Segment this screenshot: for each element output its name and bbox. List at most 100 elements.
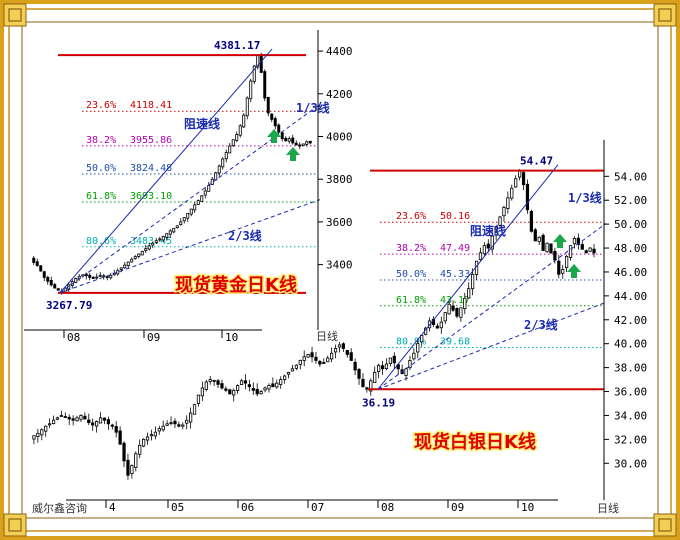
candle bbox=[224, 149, 228, 163]
fib-pct-label: 23.6% bbox=[396, 211, 426, 222]
candle-body bbox=[207, 185, 211, 192]
candle-body bbox=[140, 250, 144, 256]
candle-body bbox=[455, 308, 459, 317]
candle-body bbox=[308, 140, 312, 144]
candle-body bbox=[471, 273, 475, 290]
silver-low-label: 36.19 bbox=[362, 396, 395, 409]
gold-resistance-label: 阻速线 bbox=[184, 116, 220, 131]
candle-body bbox=[514, 178, 518, 188]
candle-body bbox=[380, 365, 385, 370]
candle bbox=[408, 355, 412, 371]
candle bbox=[39, 264, 43, 272]
candle bbox=[95, 273, 99, 280]
candle-body bbox=[294, 142, 298, 146]
candle-body bbox=[51, 419, 56, 424]
fib-pct-label: 80.9% bbox=[396, 337, 426, 348]
candle-body bbox=[392, 355, 396, 364]
candle-body bbox=[95, 276, 99, 279]
candle bbox=[247, 379, 251, 392]
candle-body bbox=[79, 415, 83, 420]
x-tick-label: 10 bbox=[225, 331, 238, 344]
candle bbox=[259, 389, 263, 395]
candle bbox=[154, 237, 158, 244]
candle bbox=[549, 243, 553, 255]
candle-body bbox=[290, 368, 295, 372]
candle-body bbox=[537, 236, 541, 242]
candle-body bbox=[185, 419, 189, 424]
candle-body bbox=[182, 217, 186, 222]
candle bbox=[565, 254, 569, 273]
candle bbox=[290, 364, 295, 372]
candle-body bbox=[557, 260, 561, 275]
up-arrow-icon bbox=[286, 147, 300, 161]
candle bbox=[175, 225, 179, 229]
candle bbox=[53, 282, 57, 289]
y-tick-label: 44.00 bbox=[614, 290, 647, 303]
silver-axis-unit-label: 日线 bbox=[597, 501, 619, 515]
candle-body bbox=[369, 380, 373, 392]
candle bbox=[236, 384, 240, 394]
candle bbox=[220, 379, 224, 390]
fib-value-label: 4118.41 bbox=[130, 100, 172, 111]
candle-body bbox=[165, 423, 169, 426]
candle bbox=[463, 292, 467, 315]
candle-body bbox=[242, 114, 246, 128]
candle bbox=[35, 258, 39, 267]
candle bbox=[349, 348, 353, 362]
candle bbox=[185, 415, 189, 430]
candle-body bbox=[130, 465, 134, 474]
candle bbox=[228, 388, 232, 395]
candle-body bbox=[302, 356, 306, 361]
candle-body bbox=[91, 422, 95, 426]
candle-body bbox=[224, 152, 228, 160]
fib-value-label: 3824.48 bbox=[130, 163, 172, 174]
candle-body bbox=[333, 348, 338, 353]
candle bbox=[228, 142, 232, 154]
candle-body bbox=[298, 360, 302, 365]
y-tick-label: 4000 bbox=[326, 130, 353, 143]
candle-body bbox=[35, 261, 39, 267]
candle bbox=[189, 407, 193, 429]
candle-body bbox=[439, 321, 443, 329]
candle-body bbox=[40, 429, 44, 436]
candle bbox=[126, 453, 130, 480]
candle bbox=[122, 441, 126, 468]
candle-body bbox=[576, 237, 580, 245]
y-tick-label: 48.00 bbox=[614, 242, 647, 255]
candle bbox=[494, 225, 498, 241]
candle-body bbox=[361, 378, 365, 388]
candle-body bbox=[193, 204, 197, 211]
candle bbox=[279, 376, 283, 389]
corner-ornament-top-right bbox=[653, 3, 677, 27]
candle-body bbox=[221, 158, 225, 168]
candle-body bbox=[529, 211, 533, 232]
candle-body bbox=[545, 242, 549, 253]
candle-body bbox=[588, 247, 592, 252]
candle-body bbox=[252, 65, 256, 82]
candle-body bbox=[214, 172, 218, 181]
candle-body bbox=[412, 352, 416, 360]
fib-pct-label: 38.2% bbox=[396, 243, 426, 254]
candle bbox=[173, 418, 177, 429]
candle bbox=[455, 307, 459, 319]
candle bbox=[165, 420, 169, 427]
candle-body bbox=[109, 274, 113, 279]
gold-y-axis: 3400 3600 3800 4000 4200 4400 bbox=[317, 30, 353, 330]
silver-chart-title: 现货白银日K线 bbox=[414, 431, 536, 453]
candle bbox=[521, 171, 526, 191]
candle bbox=[110, 423, 114, 430]
candle bbox=[301, 143, 305, 147]
candle bbox=[106, 416, 110, 430]
candle-body bbox=[98, 417, 103, 424]
candle bbox=[75, 415, 79, 422]
candle-body bbox=[259, 54, 263, 73]
candle-body bbox=[88, 274, 92, 278]
candle-body bbox=[200, 195, 204, 202]
candle-body bbox=[568, 245, 573, 258]
candle bbox=[490, 230, 494, 254]
candle-body bbox=[119, 267, 123, 270]
candle bbox=[310, 346, 314, 363]
candle bbox=[203, 187, 207, 199]
candle bbox=[308, 140, 312, 145]
candle bbox=[392, 352, 396, 369]
